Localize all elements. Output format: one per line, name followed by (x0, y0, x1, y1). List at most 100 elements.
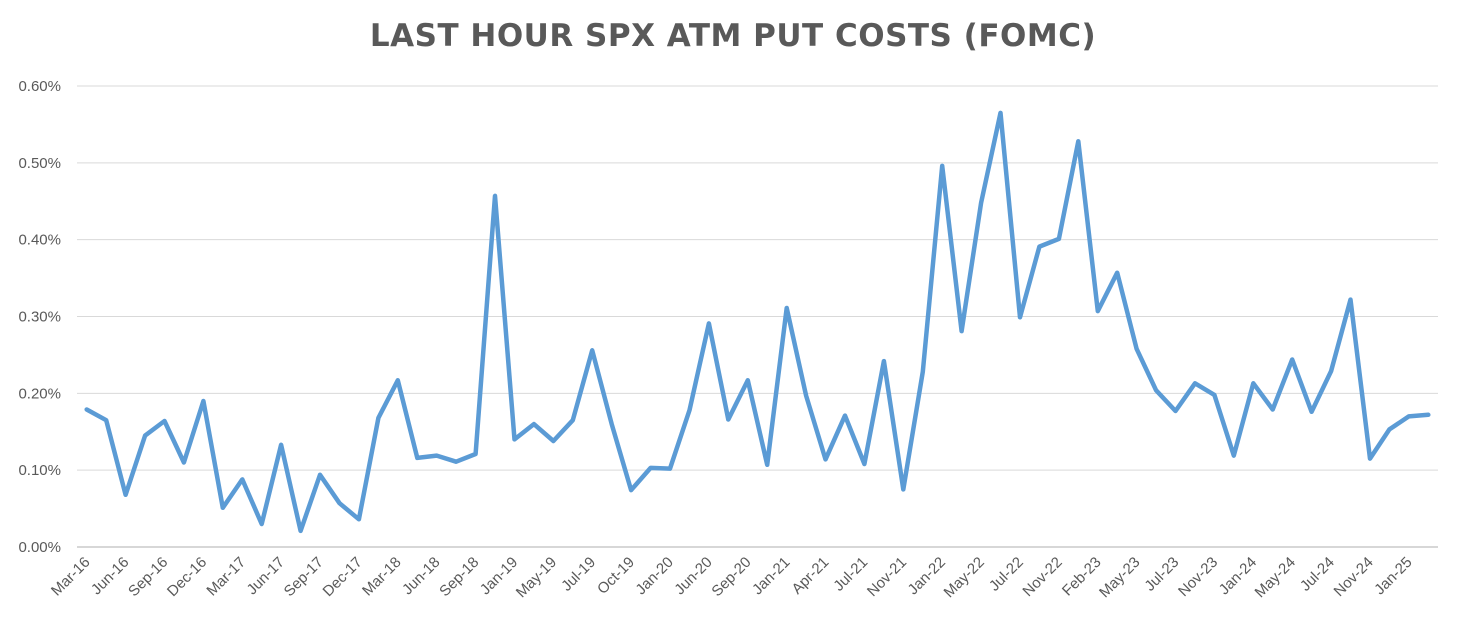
data-point (318, 473, 322, 477)
data-point (1057, 237, 1061, 241)
data-point (726, 417, 730, 421)
y-tick-label: 0.60% (18, 78, 61, 95)
data-point (1018, 315, 1022, 319)
y-tick-label: 0.00% (18, 539, 61, 556)
data-point (532, 422, 536, 426)
data-point (104, 418, 108, 422)
data-point (1348, 297, 1352, 301)
data-point (571, 418, 575, 422)
data-point (376, 416, 380, 420)
data-point (1173, 409, 1177, 413)
x-tick-label: Jul-19 (558, 554, 599, 595)
y-tick-label: 0.20% (18, 385, 61, 402)
data-point (998, 111, 1002, 115)
x-tick-label: Dec-17 (320, 554, 366, 600)
data-point (823, 457, 827, 461)
data-point (357, 517, 361, 521)
data-point (1290, 357, 1294, 361)
x-tick-label: Mar-16 (48, 554, 94, 600)
x-tick-label: Feb-23 (1059, 554, 1105, 600)
data-point (648, 466, 652, 470)
data-point (1368, 456, 1372, 460)
data-point (85, 407, 89, 411)
x-tick-label: Mar-18 (359, 554, 405, 600)
x-tick-label: Sep-20 (708, 554, 754, 600)
data-point (337, 501, 341, 505)
x-tick-label: Jun-20 (671, 554, 715, 598)
data-point (804, 393, 808, 397)
data-point (1193, 381, 1197, 385)
data-point (260, 522, 264, 526)
x-tick-label: Jun-17 (244, 554, 288, 598)
data-point (240, 477, 244, 481)
x-tick-label: Dec-16 (164, 554, 210, 600)
y-tick-label: 0.30% (18, 309, 61, 326)
data-point (765, 463, 769, 467)
x-tick-label: Apr-21 (789, 554, 833, 598)
data-point (512, 437, 516, 441)
data-point (940, 164, 944, 168)
data-point (668, 466, 672, 470)
data-point (1134, 347, 1138, 351)
data-point (298, 529, 302, 533)
data-point (182, 460, 186, 464)
data-point (687, 408, 691, 412)
x-tick-label: Oct-19 (594, 554, 638, 598)
data-point (901, 487, 905, 491)
data-point (123, 493, 127, 497)
x-tick-label: Jan-25 (1371, 554, 1415, 598)
y-tick-label: 0.50% (18, 155, 61, 172)
x-tick-label: Nov-24 (1331, 554, 1377, 600)
x-tick-label: Jan-21 (749, 554, 793, 598)
data-point (746, 378, 750, 382)
data-point (1407, 414, 1411, 418)
data-point (221, 506, 225, 510)
data-point (629, 488, 633, 492)
x-tick-label: Mar-17 (203, 554, 249, 600)
data-point (921, 370, 925, 374)
data-point (415, 456, 419, 460)
data-point (143, 433, 147, 437)
data-point (609, 422, 613, 426)
chart-title: LAST HOUR SPX ATM PUT COSTS (FOMC) (369, 18, 1097, 54)
y-tick-label: 0.40% (18, 232, 61, 249)
x-tick-label: Sep-16 (125, 554, 171, 600)
data-point (1037, 244, 1041, 248)
series-line (84, 110, 1431, 534)
data-point (1251, 381, 1255, 385)
data-point (959, 329, 963, 333)
data-point (1076, 139, 1080, 143)
data-point (784, 306, 788, 310)
data-point (434, 453, 438, 457)
x-tick-label: Nov-23 (1175, 554, 1221, 600)
x-tick-label: Jan-20 (632, 554, 676, 598)
x-tick-label: May-23 (1096, 554, 1143, 601)
x-tick-label: Jun-16 (88, 554, 132, 598)
x-tick-label: May-24 (1252, 554, 1299, 601)
data-point (1309, 410, 1313, 414)
data-point (1212, 393, 1216, 397)
x-tick-label: Nov-22 (1019, 554, 1065, 600)
data-point (1154, 388, 1158, 392)
x-tick-label: Nov-21 (864, 554, 910, 600)
data-point (162, 419, 166, 423)
y-tick-label: 0.10% (18, 462, 61, 479)
data-point (279, 443, 283, 447)
data-point (1096, 309, 1100, 313)
x-tick-label: May-22 (941, 554, 988, 601)
data-point (473, 452, 477, 456)
data-point (882, 359, 886, 363)
data-point (454, 460, 458, 464)
data-point (1426, 413, 1430, 417)
data-point (1271, 407, 1275, 411)
data-point (590, 348, 594, 352)
data-point (493, 194, 497, 198)
x-tick-label: May-19 (513, 554, 560, 601)
data-point (979, 201, 983, 205)
x-tick-label: Sep-17 (281, 554, 327, 600)
data-point (1329, 369, 1333, 373)
data-point (1387, 427, 1391, 431)
data-point (707, 321, 711, 325)
